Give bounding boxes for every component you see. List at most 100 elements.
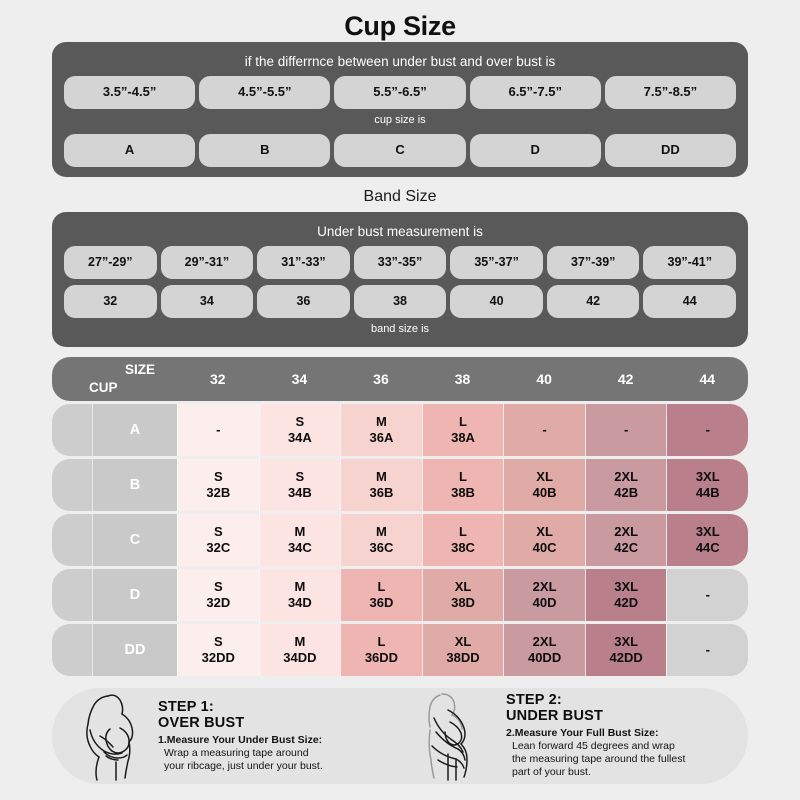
cell-code-label: 40B: [532, 484, 557, 500]
cell-code-label: 38C: [451, 539, 475, 555]
step-2-instruction-heading: 2.Measure Your Full Bust Size:: [506, 727, 659, 740]
cell-code-label: 42D: [614, 594, 639, 610]
cell-code-label: 36D: [369, 594, 394, 610]
cup-letter-cell-2: C: [334, 133, 466, 167]
measurement-steps-footer: STEP 1: OVER BUST 1.Measure Your Under B…: [52, 687, 748, 784]
cell-size-label: -: [624, 421, 629, 437]
matrix-row-C: C S 32C M 34C M 36C L 38C XL 40C 2XL 42C 3XL 44C: [52, 513, 748, 566]
matrix-cell-DD-40: 2XL 40DD: [503, 623, 585, 676]
matrix-cell-A-38: L 38A: [421, 403, 504, 456]
cell-size-label: L: [377, 578, 386, 594]
band-number-cell-0: 32: [64, 284, 157, 318]
matrix-column-header-44: 44: [699, 370, 716, 387]
matrix-cell-DD-38: XL 38DD: [421, 623, 504, 676]
size-matrix: SIZE CUP 32 34 36 38 40 42 44 A - S 34A M 36A L 38A - -…: [52, 356, 748, 676]
under-bust-figure-icon: [410, 690, 502, 782]
matrix-column-header-38: 38: [454, 370, 471, 387]
cell-code-label: 34DD: [283, 649, 317, 665]
cell-code-label: 32DD: [201, 649, 235, 665]
band-number-cell-4: 40: [450, 284, 543, 318]
band-number-cell-2: 36: [257, 284, 350, 318]
cell-size-label: 2XL: [614, 468, 639, 484]
row-edge-pad: [52, 568, 92, 621]
step-2-instruction-line-3: part of your bust.: [512, 766, 591, 779]
matrix-row-cup-label-DD: DD: [92, 623, 177, 676]
band-measurement-cell-1: 29”-31”: [160, 245, 254, 279]
cell-size-label: L: [459, 413, 467, 429]
matrix-row-D: D S 32D M 34D L 36D XL 38D 2XL 40D 3XL 42D -: [52, 568, 748, 621]
over-bust-figure-icon: [62, 690, 154, 782]
matrix-cell-D-34: M 34D: [258, 568, 341, 621]
cell-code-label: 32D: [206, 594, 231, 610]
cell-code-label: 38D: [451, 594, 475, 610]
cell-code-label: 36C: [369, 539, 394, 555]
cell-code-label: 44C: [695, 539, 720, 555]
matrix-size-label: SIZE: [125, 361, 156, 377]
cup-letter-cell-4: DD: [604, 133, 737, 167]
cell-size-label: M: [294, 578, 306, 594]
matrix-cell-D-44: -: [666, 568, 748, 621]
cell-size-label: XL: [454, 578, 472, 594]
step-1-name: OVER BUST: [158, 714, 245, 731]
row-edge-pad: [52, 513, 92, 566]
matrix-cell-A-44: -: [666, 403, 748, 456]
cell-size-label: 2XL: [614, 523, 639, 539]
step-1-instruction-heading: 1.Measure Your Under Bust Size:: [158, 733, 323, 746]
matrix-column-header-32: 32: [210, 370, 226, 387]
cup-size-caption-mid: cup size is: [374, 113, 426, 126]
matrix-header-row: SIZE CUP 32 34 36 38 40 42 44: [52, 356, 748, 401]
band-measurement-row: 27”-29” 29”-31” 31”-33” 33”-35” 35”-37” 37”-3…: [64, 245, 737, 279]
cup-size-caption-top: if the differrnce between under bust and…: [244, 53, 556, 69]
matrix-cell-B-32: S 32B: [177, 458, 259, 511]
matrix-cell-D-42: 3XL 42D: [584, 568, 667, 621]
cell-size-label: 2XL: [532, 633, 557, 649]
matrix-cell-DD-44: -: [666, 623, 748, 676]
matrix-cell-D-38: XL 38D: [421, 568, 504, 621]
cup-difference-cell-4: 7.5”-8.5”: [604, 75, 737, 109]
matrix-body: A - S 34A M 36A L 38A - - - B S 32B S 34B M 36B L 38B XL 40B 2…: [52, 403, 748, 676]
cell-size-label: M: [376, 413, 387, 429]
cell-code-label: 42DD: [609, 649, 643, 665]
cell-size-label: -: [216, 421, 221, 437]
cell-code-label: 34A: [287, 429, 312, 445]
cell-size-label: S: [295, 413, 305, 429]
band-number-cell-3: 38: [353, 284, 447, 318]
band-measurement-cell-6: 39”-41”: [643, 245, 737, 279]
cell-size-label: -: [705, 421, 710, 437]
cell-size-label: M: [376, 523, 387, 539]
row-edge-pad: [52, 623, 92, 676]
cell-size-label: M: [376, 468, 387, 484]
cell-code-label: 36A: [369, 429, 394, 445]
matrix-row-DD: DD S 32DD M 34DD L 36DD XL 38DD 2XL 40DD 3XL 42DD -: [52, 623, 748, 676]
cell-size-label: M: [294, 633, 306, 649]
matrix-cell-B-36: M 36B: [340, 458, 422, 511]
matrix-cell-C-40: XL 40C: [503, 513, 585, 566]
matrix-cell-A-40: -: [503, 403, 585, 456]
band-number-cell-1: 34: [160, 284, 254, 318]
band-measurement-cell-2: 31”-33”: [257, 245, 350, 279]
matrix-cell-D-32: S 32D: [177, 568, 259, 621]
cell-size-label: 3XL: [614, 633, 639, 649]
step-1-label: STEP 1:: [158, 698, 214, 715]
cell-code-label: 32B: [206, 484, 231, 500]
matrix-column-header-40: 40: [536, 370, 552, 387]
cell-code-label: 36B: [369, 484, 394, 500]
cell-size-label: L: [459, 523, 467, 539]
matrix-cell-DD-34: M 34DD: [258, 623, 341, 676]
cell-size-label: S: [213, 633, 223, 649]
cell-size-label: S: [213, 468, 223, 484]
cell-size-label: XL: [454, 633, 472, 649]
cell-code-label: 42C: [614, 539, 639, 555]
step-1-instruction-line-1: Wrap a measuring tape around: [164, 746, 309, 759]
cell-code-label: 42B: [614, 484, 639, 500]
matrix-column-header-36: 36: [373, 370, 389, 387]
page-title: Cup Size: [344, 11, 456, 41]
row-edge-pad: [52, 403, 92, 456]
cell-size-label: S: [295, 468, 305, 484]
matrix-cell-C-42: 2XL 42C: [584, 513, 667, 566]
matrix-row-cup-label-D: D: [92, 568, 177, 621]
band-size-panel: Under bust measurement is 27”-29” 29”-31”…: [52, 211, 748, 347]
matrix-cell-DD-42: 3XL 42DD: [584, 623, 667, 676]
cell-code-label: 38A: [451, 429, 475, 445]
cell-size-label: XL: [536, 523, 553, 539]
